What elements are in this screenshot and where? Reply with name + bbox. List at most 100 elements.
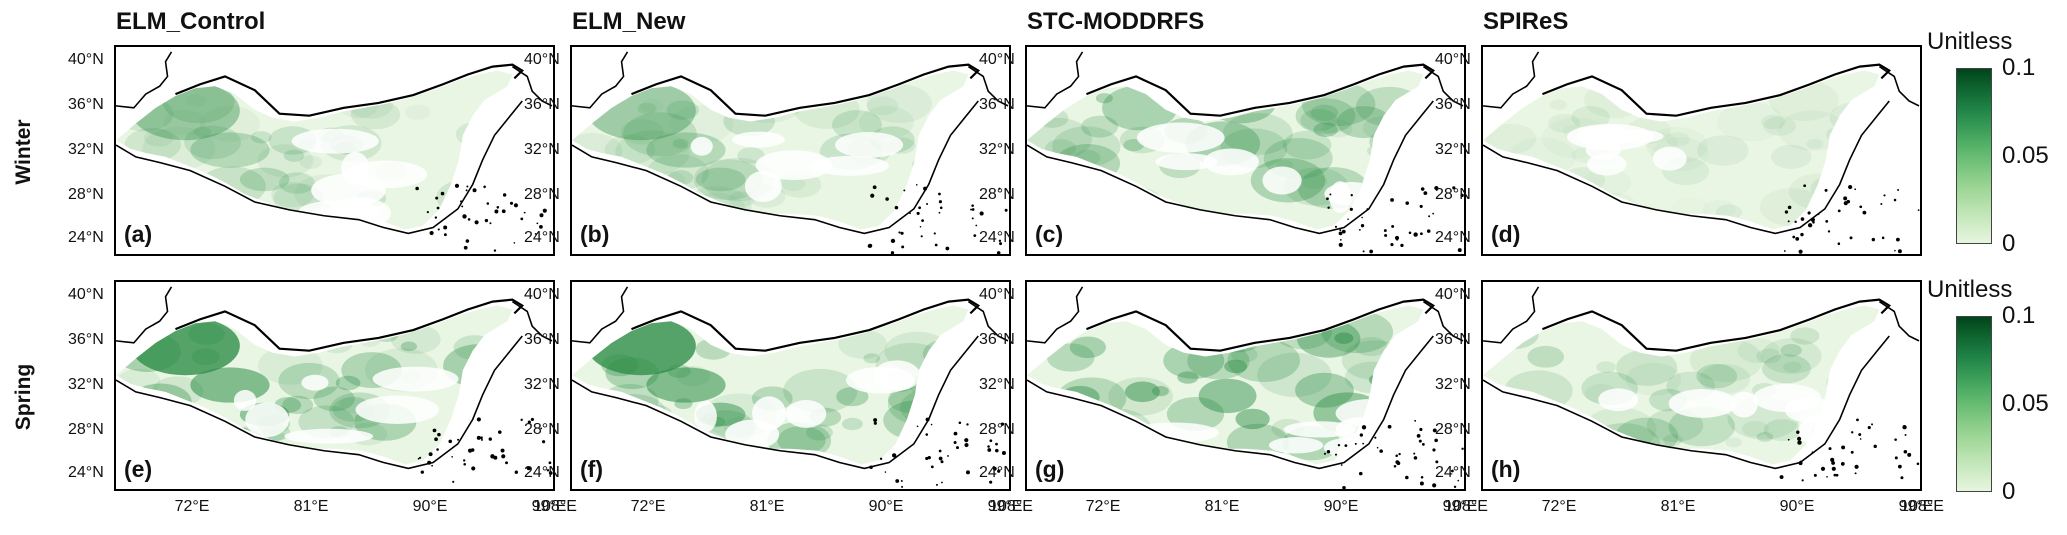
map-svg — [1483, 286, 1920, 482]
lat-tick-label: 36°N — [1435, 96, 1471, 113]
lat-tick-label: 24°N — [979, 464, 1015, 481]
colorbar — [1956, 316, 1992, 492]
map-panel: (a) — [114, 45, 555, 256]
coastline-west — [1027, 51, 1084, 109]
colorbar-tick-label: 0 — [2002, 230, 2016, 257]
coastline-south — [116, 335, 523, 470]
lat-tick-label: 40°N — [979, 51, 1015, 68]
map-panel: (f) — [570, 280, 1011, 491]
colorbar-title: Unitless — [1927, 276, 2013, 303]
column-title-elm-control: ELM_Control — [116, 8, 266, 35]
map-panel: (b) — [570, 45, 1011, 256]
plateau-boundary-north — [1086, 298, 1436, 352]
snow-field — [116, 316, 513, 463]
lat-tick-label: 40°N — [68, 51, 104, 68]
map-panel: (d) — [1481, 45, 1922, 256]
lat-tick-label: 28°N — [524, 186, 560, 203]
lat-tick-label: 40°N — [1435, 51, 1471, 68]
lon-tick-label: 90°E — [1323, 498, 1359, 515]
plateau-boundary-north — [175, 63, 525, 117]
coastline-east — [1422, 65, 1464, 107]
plateau-boundary-north — [631, 298, 981, 352]
coastline-south — [572, 335, 979, 470]
lat-tick-label: 36°N — [979, 331, 1015, 348]
lat-tick-label: 40°N — [68, 286, 104, 303]
lat-tick-label: 28°N — [979, 186, 1015, 203]
map-svg — [572, 286, 1009, 488]
lat-tick-label: 32°N — [524, 376, 560, 393]
lat-tick-label: 36°N — [68, 331, 104, 348]
panel-label: (e) — [124, 456, 153, 482]
snow-field — [585, 316, 969, 460]
plateau-region — [1483, 305, 1880, 465]
lat-tick-label: 36°N — [68, 96, 104, 113]
lat-tick-label: 24°N — [524, 464, 560, 481]
coastline-west — [1483, 51, 1540, 109]
lat-tick-label: 32°N — [524, 141, 560, 158]
lon-tick-label: 72°E — [630, 498, 666, 515]
lon-tick-label: 72°E — [1085, 498, 1121, 515]
plateau-boundary-north — [1542, 298, 1892, 352]
lon-tick-label: 99°E — [1898, 498, 1934, 515]
map-panel: (g) — [1025, 280, 1466, 491]
lat-tick-label: 36°N — [524, 96, 560, 113]
plateau-region — [572, 70, 969, 230]
lat-tick-label: 24°N — [68, 229, 104, 246]
lon-tick-label: 90°E — [1779, 498, 1815, 515]
colorbar — [1956, 68, 1992, 244]
coastline-south — [116, 100, 523, 235]
panel-label: (f) — [580, 456, 603, 482]
panel-label: (a) — [124, 221, 153, 247]
coastline-south — [572, 100, 979, 235]
coastline-west — [1483, 286, 1540, 344]
lon-tick-label: 81°E — [1204, 498, 1240, 515]
lat-tick-label: 40°N — [979, 286, 1015, 303]
coastline-south — [1027, 335, 1434, 470]
plateau-boundary-north — [1086, 63, 1436, 117]
lat-tick-label: 32°N — [979, 141, 1015, 158]
lon-tick-label: 99°E — [531, 498, 567, 515]
coastline-east — [1878, 65, 1920, 107]
lat-tick-label: 40°N — [1435, 286, 1471, 303]
lat-tick-label: 40°N — [524, 51, 560, 68]
lon-tick-label: 72°E — [1541, 498, 1577, 515]
colorbar-tick-label: 0.1 — [2002, 302, 2036, 329]
panel-label: (d) — [1491, 221, 1521, 247]
coastline-south — [1027, 100, 1434, 235]
map-panel: (c) — [1025, 45, 1466, 256]
lon-tick-label: 108°E — [1444, 498, 1488, 515]
plateau-boundary-north — [175, 298, 525, 352]
map-svg — [1027, 286, 1464, 489]
colorbar-tick-label: 0.05 — [2002, 390, 2049, 417]
colorbar-title: Unitless — [1927, 28, 2013, 55]
coastline-south — [1483, 335, 1890, 470]
map-svg — [116, 51, 553, 252]
lon-tick-label: 90°E — [412, 498, 448, 515]
coastline-east — [967, 65, 1009, 107]
panel-label: (g) — [1035, 456, 1065, 482]
coastline-east — [1422, 300, 1464, 342]
lat-tick-label: 32°N — [68, 141, 104, 158]
lat-tick-label: 36°N — [524, 331, 560, 348]
row-label-winter: Winter — [12, 119, 35, 185]
lat-tick-label: 24°N — [1435, 229, 1471, 246]
coastline-west — [572, 51, 629, 109]
lat-tick-label: 28°N — [68, 421, 104, 438]
panel-label: (b) — [580, 221, 610, 247]
lat-tick-label: 28°N — [68, 186, 104, 203]
coastline-west — [116, 51, 173, 109]
lon-tick-label: 99°E — [1442, 498, 1478, 515]
lat-tick-label: 24°N — [524, 229, 560, 246]
lon-tick-label: 99°E — [987, 498, 1023, 515]
map-panel: (h) — [1481, 280, 1922, 491]
lon-tick-label: 108°E — [533, 498, 577, 515]
lat-tick-label: 28°N — [1435, 186, 1471, 203]
map-svg — [1027, 51, 1464, 254]
lat-tick-label: 24°N — [1435, 464, 1471, 481]
map-svg — [572, 51, 1009, 254]
lon-tick-label: 81°E — [1660, 498, 1696, 515]
coastline-east — [511, 65, 553, 107]
lat-tick-label: 40°N — [524, 286, 560, 303]
column-title-spires: SPIReS — [1483, 8, 1569, 35]
lat-tick-label: 32°N — [1435, 141, 1471, 158]
